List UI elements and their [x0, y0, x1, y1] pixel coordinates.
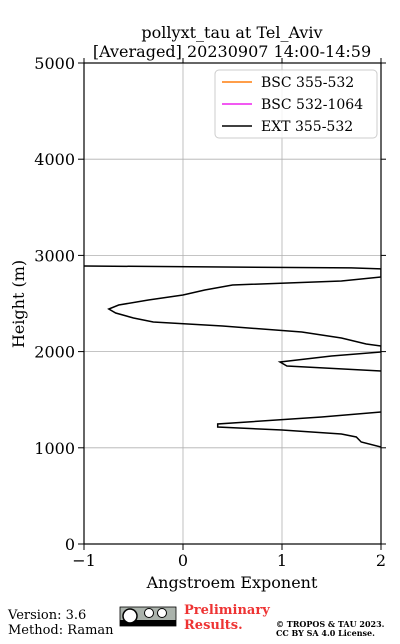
- y-tick-label: 3000: [34, 246, 75, 265]
- copyright: © TROPOS & TAU 2023.: [276, 619, 385, 629]
- y-tick-label: 5000: [34, 54, 75, 73]
- chart-title: pollyxt_tau at Tel_Aviv: [141, 23, 322, 42]
- status-line: Preliminary: [184, 603, 270, 618]
- legend-label: BSC 355-532: [261, 75, 354, 91]
- method: Method: Raman: [8, 623, 114, 638]
- legend-box: [214, 69, 378, 139]
- y-tick-label: 2000: [34, 343, 75, 362]
- cc-logo: [119, 606, 177, 627]
- y-tick-label: 0: [65, 535, 75, 554]
- x-axis-label: Angstroem Exponent: [146, 573, 318, 592]
- x-tick-label: 1: [277, 551, 287, 570]
- chart-subtitle: [Averaged] 20230907 14:00-14:59: [93, 42, 371, 61]
- y-tick-label: 4000: [34, 150, 75, 169]
- x-tick-label: −1: [72, 551, 96, 570]
- copyright: CC BY SA 4.0 License.: [276, 628, 375, 638]
- plot-frame: [83, 62, 382, 545]
- x-tick-label: 0: [178, 551, 188, 570]
- y-axis-label: Height (m): [9, 260, 28, 348]
- line: [84, 265, 381, 448]
- legend-label: EXT 355-532: [261, 119, 353, 135]
- legend-label: BSC 532-1064: [261, 97, 363, 113]
- series-group: [84, 265, 381, 448]
- x-tick-label: 2: [376, 551, 386, 570]
- y-tick-label: 1000: [34, 439, 75, 458]
- status-line: Results.: [184, 618, 243, 633]
- version: Version: 3.6: [7, 608, 86, 623]
- legend: BSC 355-532 BSC 532-1064 EXT 355-532: [214, 69, 378, 139]
